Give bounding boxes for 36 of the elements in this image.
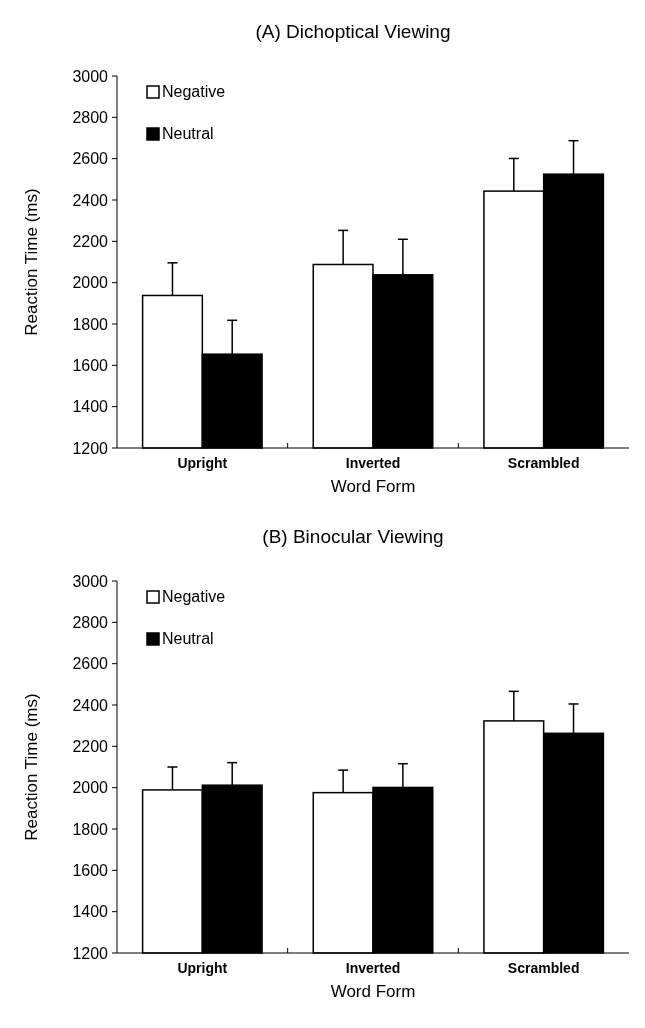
y-tick-label: 1800 — [72, 820, 109, 838]
y-tick-label: 2400 — [72, 191, 109, 209]
legend-label: Neutral — [162, 125, 214, 142]
x-tick-label: Upright — [177, 960, 228, 976]
y-tick-label: 2600 — [72, 150, 109, 168]
x-tick-label: Scrambled — [507, 960, 580, 976]
y-tick-label: 2200 — [72, 232, 109, 250]
legend-label: Negative — [162, 83, 226, 100]
y-tick-label: 2000 — [72, 274, 109, 292]
y-tick-label: 3000 — [72, 572, 109, 590]
x-axis-title: Word Form — [330, 982, 416, 1001]
chart-title: (A) Dichoptical Viewing — [255, 21, 451, 42]
y-tick-label: 2200 — [72, 737, 109, 755]
y-tick-label: 2000 — [72, 779, 109, 797]
y-tick-label: 2400 — [72, 696, 109, 714]
chart-title: (B) Binocular Viewing — [262, 526, 444, 547]
y-tick-label: 3000 — [72, 67, 109, 85]
y-tick-label: 1200 — [72, 439, 109, 457]
x-tick-label: Scrambled — [507, 455, 580, 471]
y-tick-label: 1600 — [72, 356, 109, 374]
x-axis-title: Word Form — [330, 477, 416, 496]
x-tick-label: Upright — [177, 455, 228, 471]
legend-label: Neutral — [162, 630, 214, 647]
y-axis-title: Reaction Time (ms) — [22, 693, 41, 841]
y-tick-label: 1200 — [72, 944, 109, 962]
x-tick-label: Inverted — [345, 455, 401, 471]
y-tick-label: 1600 — [72, 861, 109, 879]
y-axis-title: Reaction Time (ms) — [22, 188, 41, 336]
y-tick-label: 1400 — [72, 398, 109, 416]
y-tick-label: 1400 — [72, 903, 109, 921]
y-tick-label: 1800 — [72, 315, 109, 333]
y-tick-label: 2800 — [72, 613, 109, 631]
y-tick-label: 2800 — [72, 108, 109, 126]
legend-label: Negative — [162, 588, 226, 605]
x-tick-label: Inverted — [345, 960, 401, 976]
y-tick-label: 2600 — [72, 655, 109, 673]
